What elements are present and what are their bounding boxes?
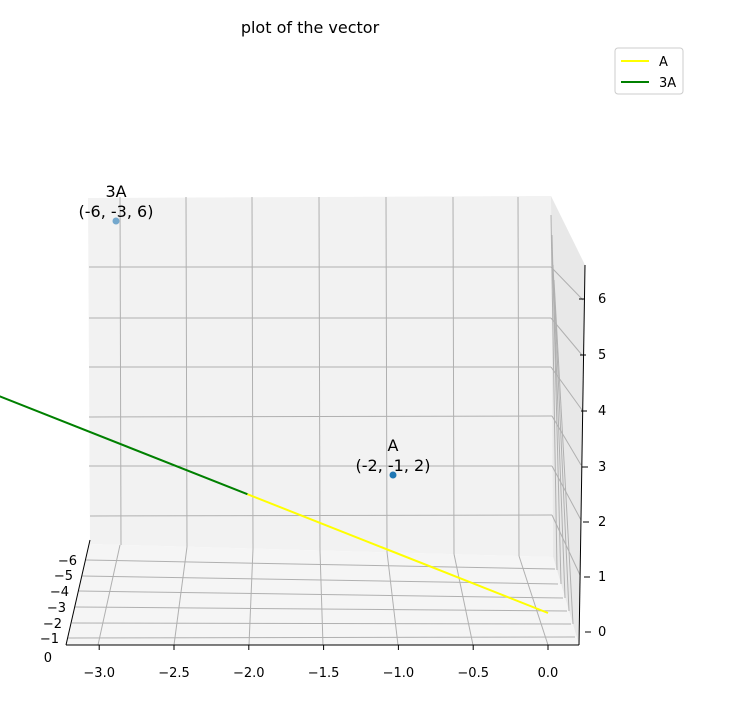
- y-tick-label: −4: [50, 585, 69, 600]
- vector-line-3a: [0, 395, 248, 496]
- legend: A 3A: [614, 47, 684, 95]
- y-tick-label: −5: [54, 569, 73, 584]
- x-tick-label: −2.0: [233, 666, 265, 681]
- legend-label: 3A: [659, 76, 676, 91]
- legend-label: A: [659, 55, 668, 70]
- y-tick-label: −2: [43, 617, 62, 632]
- z-tick-label: 1: [598, 570, 606, 585]
- vector-points: A(-2, -1, 2) 3A(-6, -3, 6): [79, 182, 431, 479]
- point-marker-3a: [112, 217, 120, 225]
- z-tick-label: 2: [598, 515, 606, 530]
- z-tick-label: 5: [598, 348, 606, 363]
- vector-line-a: [247, 493, 549, 614]
- point-label: A: [388, 436, 399, 455]
- x-tick-label: −1.0: [383, 666, 415, 681]
- point-label: 3A: [105, 182, 126, 201]
- z-tick-label: 3: [598, 460, 606, 475]
- y-tick-label: −1: [40, 632, 59, 647]
- x-tick-label: −3.0: [83, 666, 115, 681]
- axis-lines: [65, 264, 586, 646]
- back-pane: [88, 196, 553, 557]
- point-coords-label: (-6, -3, 6): [79, 202, 154, 221]
- chart-title: plot of the vector: [241, 18, 380, 37]
- y-axis-line: [65, 539, 91, 646]
- gridlines: [67, 196, 584, 646]
- z-tick-label: 4: [598, 404, 606, 419]
- y-tick-label: −6: [58, 554, 77, 569]
- x-tick-label: −0.5: [457, 666, 489, 681]
- axes-panes: [66, 196, 585, 645]
- x-tick-label: 0.0: [538, 666, 559, 681]
- y-tick-label: 0: [44, 651, 52, 666]
- x-tick-label: −1.5: [308, 666, 340, 681]
- vector-series: [0, 395, 549, 614]
- point-coords-label: (-2, -1, 2): [356, 456, 431, 475]
- ticks: −3.0 −2.5 −2.0 −1.5 −1.0 −0.5 0.0 −6−5−4−3−2−1 0…: [40, 292, 606, 681]
- point-marker-a: [389, 471, 397, 479]
- z-tick-label: 6: [598, 292, 606, 307]
- x-tick-label: −2.5: [158, 666, 190, 681]
- y-tick-label: −3: [47, 601, 66, 616]
- z-tick-label: 0: [598, 625, 606, 640]
- z-axis-line: [578, 264, 586, 646]
